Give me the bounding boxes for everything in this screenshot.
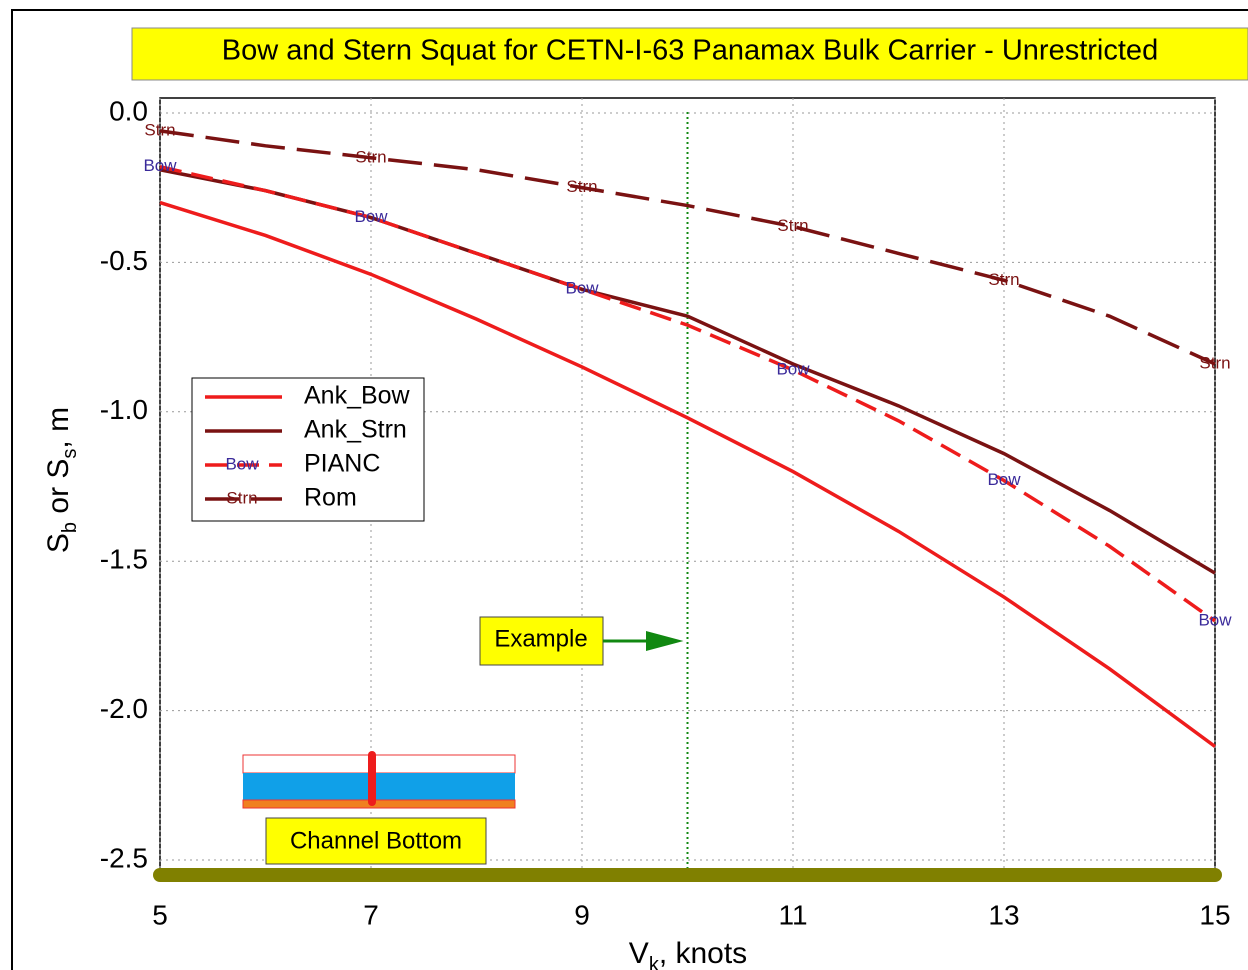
series-marker: Bow xyxy=(143,156,177,175)
y-tick-label: -1.5 xyxy=(100,544,148,575)
chart: Bow and Stern Squat for CETN-I-63 Panama… xyxy=(0,0,1248,970)
series-marker: Bow xyxy=(776,359,810,378)
legend-marker: Bow xyxy=(225,454,259,473)
x-tick-label: 9 xyxy=(574,899,590,930)
x-axis-label: Vk, knots xyxy=(629,937,747,970)
ship-air xyxy=(243,755,515,773)
y-axis-label-part: S xyxy=(42,533,75,553)
legend-label: PIANC xyxy=(304,450,380,478)
y-axis-label-part: b xyxy=(59,522,81,533)
chart-title: Bow and Stern Squat for CETN-I-63 Panama… xyxy=(222,35,1158,67)
y-tick-label: -2.0 xyxy=(100,693,148,724)
x-tick-label: 11 xyxy=(778,899,807,930)
y-axis-label-part: or S xyxy=(42,459,75,522)
series-marker: Bow xyxy=(987,470,1021,489)
y-tick-label: -2.5 xyxy=(100,842,148,873)
legend-label: Rom xyxy=(304,484,357,512)
legend-label: Ank_Strn xyxy=(304,416,407,444)
x-tick-label: 7 xyxy=(363,899,379,930)
y-tick-label: -1.0 xyxy=(100,394,148,425)
x-tick-label: 13 xyxy=(988,899,1019,930)
series-marker: Strn xyxy=(144,120,175,139)
annotation: Channel Bottom xyxy=(290,827,462,854)
series-marker: Strn xyxy=(355,147,386,166)
y-axis-label: Sb or Ss, m xyxy=(42,407,81,553)
annotation: Example xyxy=(494,625,587,652)
legend-marker: Strn xyxy=(226,488,257,507)
series-marker: Bow xyxy=(565,279,599,298)
ship-bed xyxy=(243,800,515,808)
series-marker: Strn xyxy=(566,177,597,196)
ship-water xyxy=(243,773,515,800)
y-axis-label-part: s xyxy=(59,449,81,459)
x-tick-label: 5 xyxy=(152,899,168,930)
y-tick-label: -0.5 xyxy=(100,245,148,276)
series-marker: Strn xyxy=(1199,353,1230,372)
series-marker: Strn xyxy=(988,270,1019,289)
x-tick-label: 15 xyxy=(1199,899,1230,930)
series-marker: Bow xyxy=(1198,610,1232,629)
series-marker: Bow xyxy=(354,207,388,226)
legend-label: Ank_Bow xyxy=(304,382,411,410)
y-tick-label: 0.0 xyxy=(109,95,148,126)
y-axis-label-part: , m xyxy=(42,407,75,449)
x-axis-label-part: , knots xyxy=(659,937,747,970)
series-marker: Strn xyxy=(777,216,808,235)
x-axis-label-part: V xyxy=(629,937,649,970)
